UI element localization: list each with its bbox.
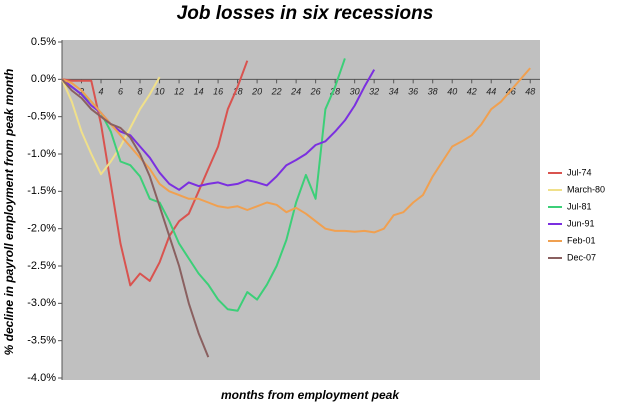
x-tick-label: 6 — [118, 87, 123, 97]
y-tick-label: -3.5% — [27, 335, 56, 347]
legend-label: Feb-01 — [567, 235, 596, 245]
y-tick-label: -2.5% — [27, 260, 56, 272]
x-tick-label: 32 — [369, 87, 379, 97]
series-line — [61, 78, 210, 358]
x-tick-label: 12 — [174, 87, 184, 97]
x-tick-label: 40 — [447, 87, 457, 97]
y-tick-label: 0.5% — [31, 36, 56, 48]
y-tick-label: -1.5% — [27, 185, 56, 197]
x-tick-label: 28 — [329, 87, 340, 97]
x-tick-label: 26 — [310, 87, 321, 97]
legend-label: Jul-81 — [567, 201, 592, 211]
legend-label: March-80 — [567, 184, 605, 194]
x-tick-label: 8 — [138, 87, 143, 97]
x-tick-label: 48 — [525, 87, 535, 97]
y-tick-label: -0.5% — [27, 111, 56, 123]
x-tick-label: 22 — [271, 87, 282, 97]
y-tick-label: -1.0% — [27, 148, 56, 160]
chart-title: Job losses in six recessions — [177, 3, 434, 24]
series-line — [61, 60, 249, 287]
x-tick-label: 30 — [350, 87, 360, 97]
x-tick-label: 36 — [408, 87, 418, 97]
x-tick-label: 20 — [251, 87, 262, 97]
x-tick-label: 4 — [99, 87, 104, 97]
x-tick-label: 10 — [155, 87, 165, 97]
x-tick-label: 38 — [428, 87, 438, 97]
x-tick-label: 18 — [233, 87, 243, 97]
series-line — [61, 76, 161, 176]
x-tick-label: 24 — [290, 87, 301, 97]
x-tick-label: 44 — [486, 87, 496, 97]
x-tick-label: 2 — [78, 87, 84, 97]
x-tick-label: 16 — [213, 87, 223, 97]
x-tick-label: 14 — [194, 87, 204, 97]
x-tick-label: 42 — [467, 87, 477, 97]
legend-label: Dec-07 — [567, 252, 596, 262]
series-line — [61, 67, 531, 234]
x-tick-label: 34 — [389, 87, 399, 97]
y-tick-label: -3.0% — [27, 297, 56, 309]
y-tick-label: 0.0% — [31, 73, 56, 85]
y-axis-title: % decline in payroll employment from pea… — [2, 69, 16, 356]
legend-label: Jul-74 — [567, 167, 592, 177]
series-line — [61, 58, 346, 312]
x-axis-title: months from employment peak — [221, 388, 400, 402]
legend-label: Jun-91 — [567, 218, 595, 228]
y-tick-label: -4.0% — [27, 372, 56, 384]
y-tick-label: -2.0% — [27, 223, 56, 235]
